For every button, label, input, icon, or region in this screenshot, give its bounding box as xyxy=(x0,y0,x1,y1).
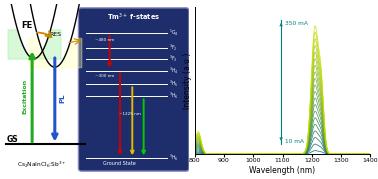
Text: $^3$H$_6$: $^3$H$_6$ xyxy=(169,153,179,163)
Text: $^3$F$_3$: $^3$F$_3$ xyxy=(169,54,178,64)
X-axis label: Wavelength (nm): Wavelength (nm) xyxy=(249,166,316,175)
Text: FE: FE xyxy=(21,21,32,30)
Text: ~300 nm: ~300 nm xyxy=(95,74,115,78)
Text: PL: PL xyxy=(59,93,65,103)
Text: $^3$F$_2$: $^3$F$_2$ xyxy=(169,43,178,53)
Text: $^3$H$_5$: $^3$H$_5$ xyxy=(169,79,179,90)
FancyBboxPatch shape xyxy=(79,8,189,171)
Text: $^3$H$_4$: $^3$H$_4$ xyxy=(169,66,179,76)
Text: RES: RES xyxy=(49,32,61,37)
Y-axis label: Intensity (a.u.): Intensity (a.u.) xyxy=(183,52,192,109)
Text: $^3$H$_6$: $^3$H$_6$ xyxy=(169,91,179,101)
Text: Ground State: Ground State xyxy=(103,161,135,166)
Text: $^1$G$_4$: $^1$G$_4$ xyxy=(169,28,179,38)
Text: 350 mA: 350 mA xyxy=(285,21,307,26)
Text: Excitation: Excitation xyxy=(22,79,27,114)
Text: Tm$^{3+}$ f-states: Tm$^{3+}$ f-states xyxy=(107,12,160,23)
Text: Cs$_2$NaInCl$_6$:Sb$^{3+}$: Cs$_2$NaInCl$_6$:Sb$^{3+}$ xyxy=(17,160,67,170)
Text: ~1225 nm: ~1225 nm xyxy=(119,112,141,116)
Text: ~480 nm: ~480 nm xyxy=(95,38,115,42)
Text: GS: GS xyxy=(6,135,18,144)
FancyBboxPatch shape xyxy=(0,0,195,179)
Text: 10 mA: 10 mA xyxy=(285,139,304,144)
